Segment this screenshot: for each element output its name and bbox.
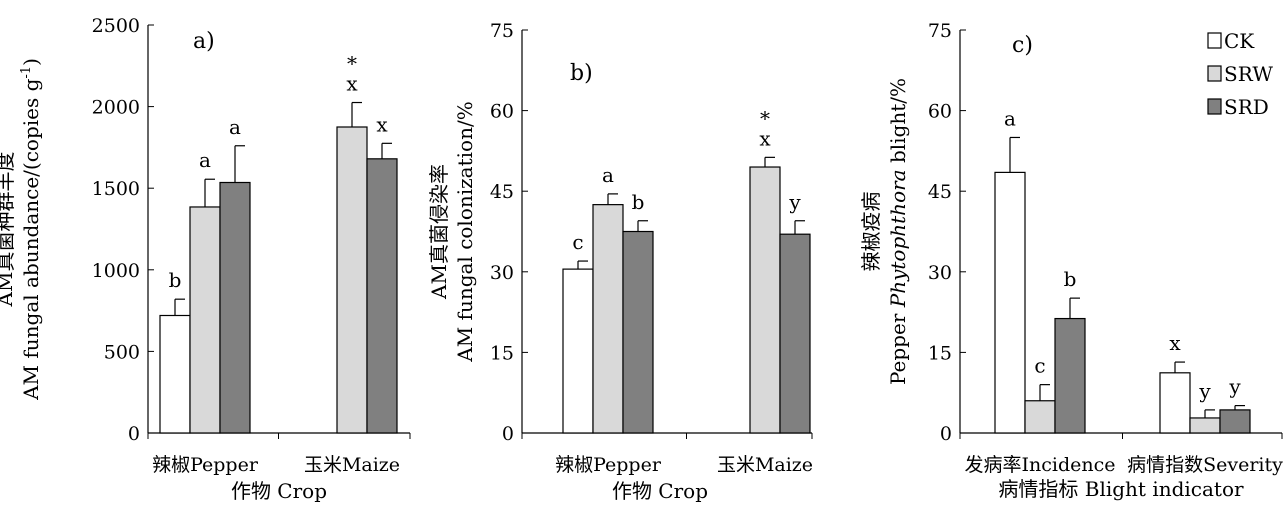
y-axis-label-italic: Phytophthora <box>886 169 910 308</box>
y-tick-label: 2500 <box>92 15 140 37</box>
y-tick-label: 30 <box>928 262 952 284</box>
bar-srw <box>336 126 368 434</box>
panel-label: c) <box>1012 33 1033 58</box>
bar-srw <box>1189 417 1221 434</box>
bar-srd <box>219 181 251 434</box>
y-tick-label: 45 <box>490 181 514 203</box>
y-axis-label-part: Pepper <box>886 307 910 385</box>
significance-label: y <box>1198 379 1211 403</box>
bar-srd <box>1219 409 1251 434</box>
significance-label: a <box>1004 106 1016 130</box>
bar-srd <box>1054 317 1086 434</box>
y-axis-label-part: blight/% <box>886 78 910 169</box>
y-axis-label-part: AM fungal colonization/% <box>453 101 477 362</box>
bar-srw <box>189 206 221 434</box>
bar-ck <box>994 171 1026 434</box>
y-tick-label: 2000 <box>92 97 140 119</box>
significance-label: x <box>376 112 388 136</box>
x-category-label: 玉米Maize <box>304 454 400 476</box>
y-axis-label-en: AM fungal abundance/(copies g-1) <box>19 58 43 401</box>
y-axis-label-cn: AM真菌侵染率 <box>427 164 451 300</box>
bar-srw <box>749 166 781 434</box>
legend-label: CK <box>1224 29 1255 53</box>
legend-swatch-srw <box>1207 65 1222 82</box>
bar-srw <box>592 204 624 434</box>
significance-label: a <box>199 148 211 172</box>
y-tick-label: 75 <box>490 20 514 42</box>
legend-label: SRD <box>1224 95 1269 119</box>
y-tick-label: 1500 <box>92 178 140 200</box>
y-axis-label-en: AM fungal colonization/% <box>453 101 477 362</box>
y-tick-label: 75 <box>928 20 952 42</box>
bar-ck <box>1159 372 1191 434</box>
y-axis-label-sup: -1 <box>19 66 34 79</box>
significance-label: b <box>1064 267 1077 291</box>
x-category-label: 病情指数Severity <box>1127 454 1283 476</box>
significance-asterisk: * <box>347 52 357 76</box>
x-category-label: 玉米Maize <box>717 454 813 476</box>
y-tick-label: 500 <box>104 341 140 363</box>
significance-label: y <box>788 190 801 214</box>
bar-srw <box>1024 400 1056 434</box>
significance-label: x <box>759 126 771 150</box>
y-tick-label: 60 <box>928 101 952 123</box>
x-category-label: 辣椒Pepper <box>152 454 259 476</box>
y-axis-label-cn: AM真菌种群丰度 <box>0 152 17 308</box>
y-axis-label-en: Pepper Phytophthora blight/% <box>886 78 910 385</box>
y-tick-label: 30 <box>490 262 514 284</box>
y-axis-label-part: ) <box>19 58 43 66</box>
significance-asterisk: * <box>760 106 770 130</box>
y-tick-label: 1000 <box>92 260 140 282</box>
legend-swatch-srd <box>1207 98 1222 115</box>
x-axis-label: 作物 Crop <box>612 479 708 503</box>
bar-ck <box>562 268 594 434</box>
y-tick-label: 0 <box>128 423 140 445</box>
legend-label: SRW <box>1224 62 1273 86</box>
significance-label: b <box>632 190 645 214</box>
panel-1: 0 500 1000 1500 2000 2500 辣椒Pepper 玉米Maize 作物 Cr… <box>0 15 411 503</box>
y-tick-label: 0 <box>940 423 952 445</box>
significance-label: a <box>229 115 241 139</box>
y-tick-label: 45 <box>928 181 952 203</box>
significance-label: x <box>346 72 358 96</box>
y-tick-label: 60 <box>490 101 514 123</box>
panel-3: 0 15 30 45 60 75 发病率Incidence 病情指数Severity病情指标 … <box>859 20 1283 501</box>
panel-2: 0 15 30 45 60 75 辣椒Pepper 玉米Maize 作物 Crop AM真菌侵染率… <box>427 20 813 503</box>
y-tick-label: 15 <box>928 342 952 364</box>
y-tick-label: 15 <box>490 342 514 364</box>
significance-label: a <box>602 163 614 187</box>
bar-srd <box>779 233 811 434</box>
y-axis-label-cn: 辣椒疫病 <box>859 192 883 272</box>
significance-label: c <box>572 230 583 254</box>
x-axis-label: 病情指标 Blight indicator <box>998 477 1244 501</box>
x-axis-label: 作物 Crop <box>231 479 327 503</box>
significance-label: b <box>169 268 182 292</box>
x-category-label: 辣椒Pepper <box>555 454 662 476</box>
panel-label: b) <box>570 61 593 86</box>
panel-label: a) <box>193 29 215 54</box>
bar-srd <box>366 158 398 434</box>
significance-label: x <box>1169 331 1181 355</box>
legend-swatch-ck <box>1207 32 1222 49</box>
y-tick-label: 0 <box>502 423 514 445</box>
bar-srd <box>622 230 654 434</box>
significance-label: y <box>1228 375 1241 399</box>
x-category-label: 发病率Incidence <box>965 454 1116 476</box>
significance-label: c <box>1034 354 1045 378</box>
y-axis-label-part: AM fungal abundance/(copies g <box>19 78 43 400</box>
bar-ck <box>159 314 191 434</box>
